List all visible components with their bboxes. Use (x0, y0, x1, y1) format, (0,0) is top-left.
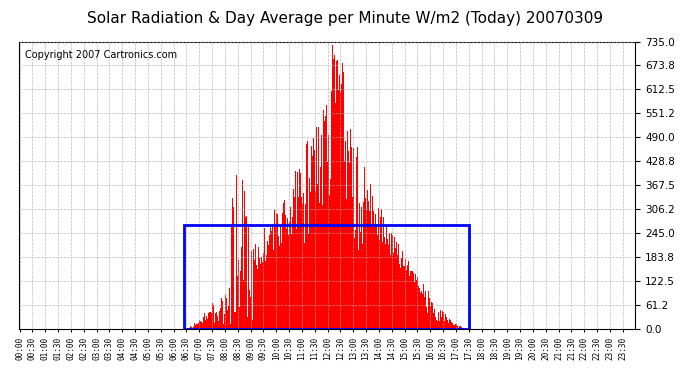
Bar (184, 225, 469, 329)
Text: Copyright 2007 Cartronics.com: Copyright 2007 Cartronics.com (26, 50, 177, 60)
Text: Solar Radiation & Day Average per Minute W/m2 (Today) 20070309: Solar Radiation & Day Average per Minute… (87, 11, 603, 26)
